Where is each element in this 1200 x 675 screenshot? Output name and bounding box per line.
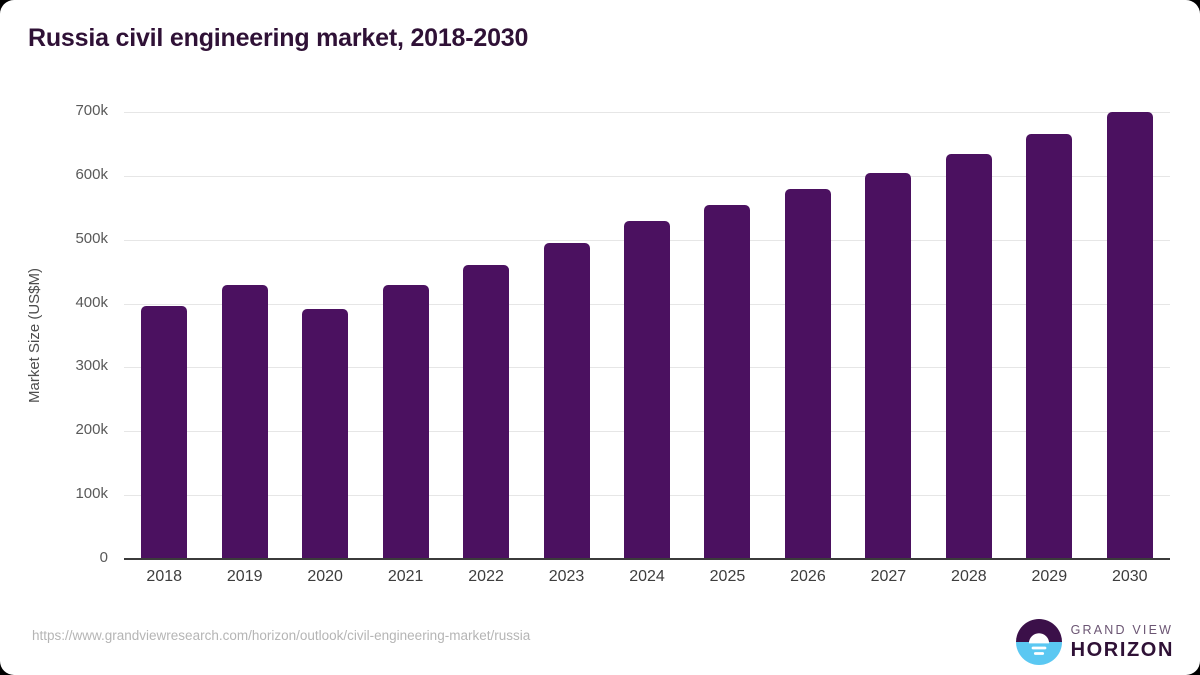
y-tick-label: 600k	[75, 165, 108, 183]
brand-logo[interactable]: GRAND VIEW HORIZON	[1015, 617, 1174, 667]
bar-2023[interactable]	[543, 242, 590, 559]
logo-text-horizon: HORIZON	[1070, 638, 1174, 661]
logo-wordmark: GRAND VIEW HORIZON	[1071, 624, 1174, 660]
x-tick-label: 2025	[709, 568, 746, 585]
y-tick-label: 0	[99, 549, 108, 566]
x-tick-label: 2029	[1031, 568, 1068, 585]
gridline	[124, 112, 1170, 113]
x-tick-label: 2021	[387, 568, 424, 585]
bar-2028[interactable]	[945, 154, 992, 559]
x-tick-label: 2020	[307, 568, 343, 585]
y-tick-label: 500k	[75, 229, 108, 247]
y-tick-label: 300k	[75, 357, 108, 375]
bar-2021[interactable]	[382, 285, 429, 559]
grand-view-horizon-logo-icon	[1015, 619, 1062, 665]
source-url[interactable]: https://www.grandviewresearch.com/horizo…	[32, 628, 531, 643]
y-tick-label: 700k	[75, 102, 108, 119]
x-tick-label: 2024	[629, 568, 665, 585]
x-tick-label: 2028	[951, 568, 987, 585]
bar-2018[interactable]	[141, 305, 188, 559]
logo-text-grand-view: GRAND VIEW	[1070, 623, 1174, 638]
page-title: Russia civil engineering market, 2018-20…	[28, 24, 529, 52]
bar-2025[interactable]	[704, 204, 751, 559]
y-axis-title-label: Market Size (US$M)	[26, 267, 44, 403]
bar-2024[interactable]	[624, 220, 670, 559]
x-tick-label: 2023	[548, 568, 585, 585]
x-tick-label: 2018	[146, 568, 183, 585]
x-tick-label: 2019	[226, 568, 263, 585]
gridline	[124, 175, 1170, 177]
x-tick-label: 2022	[468, 568, 504, 585]
bar-2026[interactable]	[784, 188, 831, 559]
y-tick-label: 200k	[75, 421, 108, 439]
x-tick-label: 2026	[790, 568, 826, 585]
y-tick-label: 100k	[75, 485, 108, 503]
x-axis-line	[124, 558, 1170, 560]
bar-2020[interactable]	[302, 308, 349, 559]
bar-2030[interactable]	[1106, 112, 1153, 559]
bar-2019[interactable]	[221, 285, 268, 559]
bar-2029[interactable]	[1026, 134, 1073, 559]
plot-area	[124, 112, 1170, 559]
y-tick-label: 400k	[75, 293, 108, 311]
bar-2027[interactable]	[865, 172, 912, 559]
x-tick-label: 2027	[870, 568, 907, 585]
x-tick-label: 2030	[1111, 568, 1148, 585]
bar-2022[interactable]	[463, 265, 510, 559]
